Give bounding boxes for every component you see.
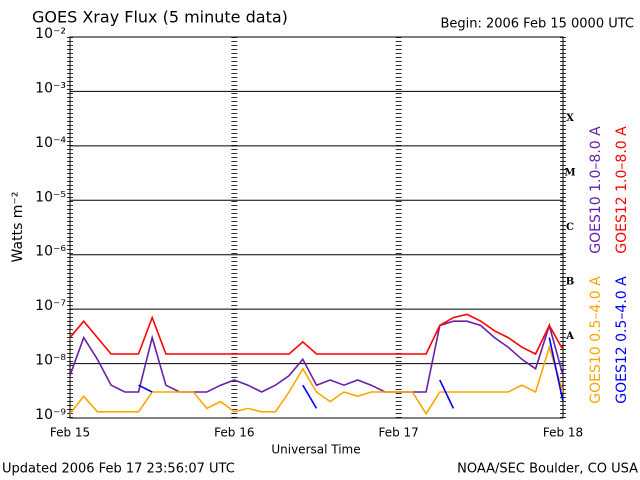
chart-title: GOES Xray Flux (5 minute data) — [32, 8, 288, 27]
y-tick-label: 10⁻⁷ — [35, 298, 66, 314]
y-tick-label: 10⁻² — [35, 26, 66, 42]
footer-left: Updated 2006 Feb 17 23:56:07 UTC — [2, 462, 235, 477]
y-axis-label: Watts m⁻² — [10, 192, 26, 263]
y-tick-label: 10⁻³ — [35, 80, 66, 96]
x-tick-label: Feb 18 — [543, 426, 583, 440]
y-tick-label: 10⁻⁸ — [35, 353, 66, 369]
legend-entry: GOES10 0.5–4.0 A — [588, 276, 604, 404]
subtitle: Begin: 2006 Feb 15 0000 UTC — [440, 17, 634, 32]
y-tick-label: 10⁻⁵ — [35, 189, 66, 205]
x-axis-label: Universal Time — [271, 443, 360, 457]
legend-entry: GOES12 1.0–8.0 A — [614, 126, 630, 254]
y-tick-label: 10⁻⁴ — [35, 135, 66, 151]
footer-right: NOAA/SEC Boulder, CO USA — [457, 462, 638, 477]
legend-entry: GOES10 1.0–8.0 A — [588, 126, 604, 254]
legend-entry: GOES12 0.5–4.0 A — [614, 276, 630, 404]
series-line — [70, 313, 563, 356]
flare-class-label: M — [564, 168, 575, 179]
flare-class-label: X — [566, 113, 574, 124]
flare-class-label: C — [566, 222, 574, 233]
x-tick-label: Feb 15 — [50, 426, 90, 440]
series-line — [70, 320, 563, 393]
x-tick-label: Feb 16 — [214, 426, 254, 440]
series-line — [138, 337, 563, 409]
y-tick-label: 10⁻⁹ — [35, 407, 66, 423]
y-tick-label: 10⁻⁶ — [35, 244, 66, 260]
flare-class-label: A — [565, 331, 574, 342]
x-tick-label: Feb 17 — [378, 426, 418, 440]
flare-class-label: B — [566, 276, 574, 287]
